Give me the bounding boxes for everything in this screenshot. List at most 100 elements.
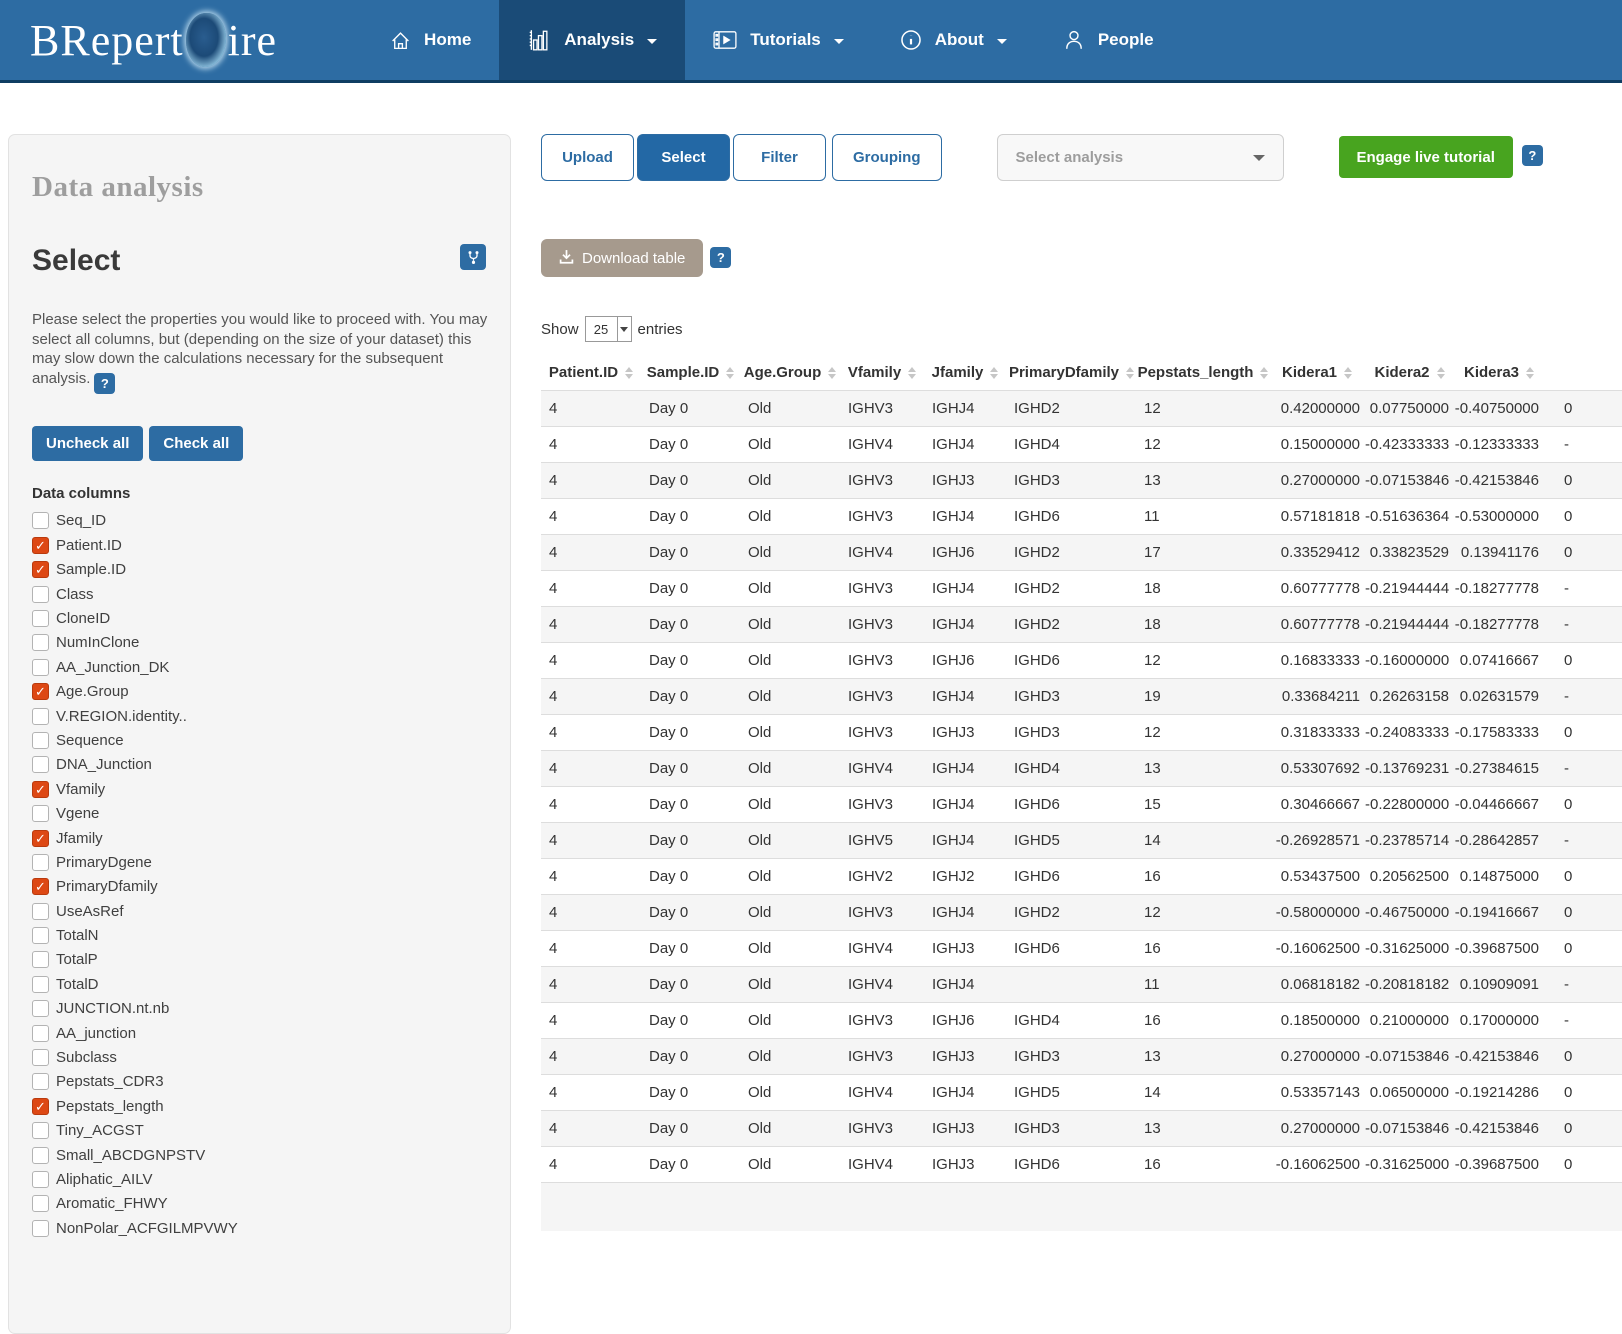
column-header[interactable]: Kidera3: [1454, 356, 1544, 390]
checkbox[interactable]: [32, 731, 49, 749]
column-header[interactable]: Sample.ID: [641, 356, 740, 390]
checkbox-item[interactable]: PrimaryDfamily: [32, 875, 486, 899]
checkbox[interactable]: [32, 634, 49, 652]
column-header[interactable]: Kidera2: [1365, 356, 1454, 390]
tab-upload[interactable]: Upload: [541, 134, 634, 181]
checkbox-item[interactable]: Vfamily: [32, 777, 486, 801]
checkbox[interactable]: [32, 561, 49, 579]
checkbox[interactable]: [32, 756, 49, 774]
table-cell: 0: [1544, 533, 1622, 570]
table-cell: 16: [1137, 1145, 1269, 1182]
checkbox[interactable]: [32, 975, 49, 993]
checkbox-item[interactable]: Pepstats_length: [32, 1094, 486, 1118]
checkbox[interactable]: [32, 878, 49, 896]
checkbox[interactable]: [32, 1097, 49, 1115]
checkbox-item[interactable]: TotalN: [32, 923, 486, 947]
analysis-select-dropdown[interactable]: Select analysis: [996, 134, 1284, 181]
nav-item-home[interactable]: Home: [362, 0, 499, 80]
checkbox-item[interactable]: Jfamily: [32, 826, 486, 850]
checkbox[interactable]: [32, 1195, 49, 1213]
checkbox-item[interactable]: Vgene: [32, 801, 486, 825]
checkbox-item[interactable]: Class: [32, 582, 486, 606]
code-fork-badge[interactable]: [460, 244, 486, 270]
table-cell: 0.57181818: [1269, 497, 1365, 534]
checkbox[interactable]: [32, 707, 49, 725]
column-header[interactable]: [1544, 356, 1622, 390]
help-badge[interactable]: ?: [710, 247, 732, 268]
checkbox-item[interactable]: Patient.ID: [32, 533, 486, 557]
checkbox-item[interactable]: JUNCTION.nt.nb: [32, 997, 486, 1021]
tab-select[interactable]: Select: [637, 134, 730, 181]
column-header[interactable]: Patient.ID: [541, 356, 641, 390]
checkbox[interactable]: [32, 536, 49, 554]
checkbox[interactable]: [32, 1170, 49, 1188]
toolbar: Upload Select Filter Grouping Select ana…: [541, 134, 1622, 181]
checkbox-item[interactable]: DNA_Junction: [32, 753, 486, 777]
table-cell: IGHJ3: [924, 461, 1006, 498]
engage-tutorial-button[interactable]: Engage live tutorial: [1338, 136, 1513, 178]
checkbox[interactable]: [32, 1024, 49, 1042]
checkbox[interactable]: [32, 780, 49, 798]
checkbox[interactable]: [32, 512, 49, 530]
nav-item-analysis[interactable]: Analysis: [499, 0, 686, 80]
checkbox-item[interactable]: UseAsRef: [32, 899, 486, 923]
checkbox-item[interactable]: PrimaryDgene: [32, 850, 486, 874]
help-badge[interactable]: ?: [1521, 145, 1543, 166]
column-header[interactable]: PrimaryDfamily: [1006, 356, 1137, 390]
column-header[interactable]: Kidera1: [1269, 356, 1365, 390]
column-header[interactable]: Vfamily: [840, 356, 924, 390]
checkbox-item[interactable]: Sequence: [32, 728, 486, 752]
column-header[interactable]: Age.Group: [740, 356, 840, 390]
checkbox-item[interactable]: Age.Group: [32, 679, 486, 703]
page-size-select[interactable]: 25: [584, 316, 632, 342]
checkbox[interactable]: [32, 951, 49, 969]
checkbox-item[interactable]: Pepstats_CDR3: [32, 1070, 486, 1094]
help-badge[interactable]: ?: [94, 372, 116, 394]
checkbox-label: NumInClone: [56, 634, 140, 652]
checkbox-item[interactable]: Subclass: [32, 1045, 486, 1069]
tab-filter[interactable]: Filter: [733, 134, 826, 181]
checkbox-item[interactable]: Seq_ID: [32, 509, 486, 533]
nav-item-tutorials[interactable]: Tutorials: [685, 0, 872, 80]
checkbox-item[interactable]: Small_ABCDGNPSTV: [32, 1143, 486, 1167]
checkbox[interactable]: [32, 805, 49, 823]
checkbox[interactable]: [32, 927, 49, 945]
checkbox-item[interactable]: AA_junction: [32, 1021, 486, 1045]
checkbox-item[interactable]: AA_Junction_DK: [32, 655, 486, 679]
download-table-button[interactable]: Download table: [541, 239, 704, 277]
checkbox[interactable]: [32, 853, 49, 871]
checkbox[interactable]: [32, 683, 49, 701]
checkbox-item[interactable]: CloneID: [32, 606, 486, 630]
checkbox[interactable]: [32, 610, 49, 627]
checkbox[interactable]: [32, 585, 49, 603]
checkbox[interactable]: [32, 1049, 49, 1067]
checkbox-item[interactable]: TotalP: [32, 948, 486, 972]
checkbox[interactable]: [32, 1146, 49, 1164]
table-row: 4 Day 0 Old IGHV3 IGHJ4 IGHD2 18 0.60777778 -0.2…: [541, 569, 1622, 606]
checkbox-item[interactable]: Aliphatic_AILV: [32, 1167, 486, 1191]
check-all-button[interactable]: Check all: [149, 425, 244, 461]
checkbox[interactable]: [32, 829, 49, 847]
checkbox[interactable]: [32, 1219, 49, 1237]
checkbox[interactable]: [32, 1122, 49, 1140]
table-row: 4 Day 0 Old IGHV3 IGHJ6 IGHD6 12 0.16833333 -0.1…: [541, 641, 1622, 678]
column-header[interactable]: Pepstats_length: [1137, 356, 1269, 390]
table-cell: Old: [740, 389, 840, 426]
checkbox-item[interactable]: TotalD: [32, 972, 486, 996]
checkbox-item[interactable]: NumInClone: [32, 631, 486, 655]
uncheck-all-button[interactable]: Uncheck all: [32, 425, 144, 461]
nav-item-about[interactable]: About: [872, 0, 1035, 80]
checkbox-item[interactable]: Tiny_ACGST: [32, 1119, 486, 1143]
checkbox-item[interactable]: Aromatic_FHWY: [32, 1192, 486, 1216]
checkbox[interactable]: [32, 658, 49, 676]
checkbox-item[interactable]: V.REGION.identity..: [32, 704, 486, 728]
checkbox[interactable]: [32, 1000, 49, 1018]
checkbox-item[interactable]: Sample.ID: [32, 558, 486, 582]
checkbox-item[interactable]: NonPolar_ACFGILMPVWY: [32, 1216, 486, 1240]
tab-grouping[interactable]: Grouping: [832, 134, 942, 181]
column-header[interactable]: Jfamily: [924, 356, 1006, 390]
checkbox[interactable]: [32, 902, 49, 920]
nav-item-people[interactable]: People: [1035, 0, 1182, 80]
brand-logo[interactable]: BRepert ire: [0, 0, 307, 80]
checkbox[interactable]: [32, 1073, 49, 1091]
